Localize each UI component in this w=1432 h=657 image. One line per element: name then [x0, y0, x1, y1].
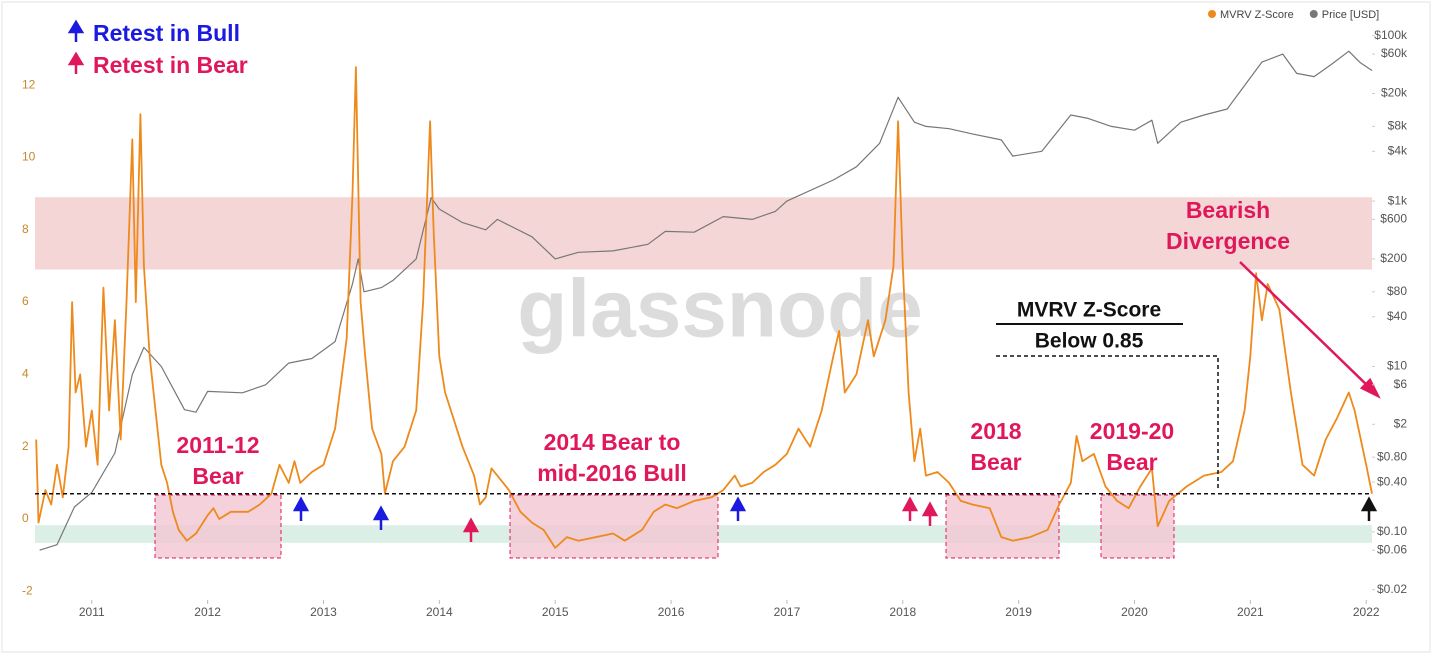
y2-tick-label: $0.10	[1377, 524, 1407, 538]
y2-tick-label: $40	[1387, 309, 1407, 323]
y-tick-label: -2	[22, 583, 33, 597]
y-tick-label: 8	[22, 222, 29, 236]
legend-label: MVRV Z-Score	[1220, 9, 1294, 21]
x-tick-label: 2021	[1237, 605, 1264, 619]
y2-tick-label: $0.40	[1377, 474, 1407, 488]
watermark: glassnode	[517, 264, 923, 355]
y-tick-label: 6	[22, 294, 29, 308]
annotation: Retest in Bull	[93, 20, 240, 46]
annotation: 2011-12	[176, 432, 259, 458]
y2-tick-label: $20k	[1381, 86, 1408, 100]
annotation: Bearish	[1186, 197, 1270, 223]
y-tick-label: 2	[22, 439, 29, 453]
x-tick-label: 2013	[310, 605, 337, 619]
bear-arrows	[67, 51, 1381, 542]
series-line	[35, 66, 1373, 549]
band	[35, 197, 1372, 270]
y2-tick-label: $2	[1394, 416, 1408, 430]
legend-label: Price [USD]	[1322, 9, 1379, 21]
series-line	[39, 50, 1373, 551]
y2-tick-label: $6	[1394, 377, 1408, 391]
callout-line	[996, 355, 1219, 488]
region	[1100, 494, 1175, 559]
x-tick-label: 2017	[774, 605, 801, 619]
legend-swatch	[1309, 10, 1318, 18]
annotation: Bear	[970, 449, 1021, 475]
annotation: Bear	[192, 463, 243, 489]
annotation: Bear	[1106, 449, 1157, 475]
x-tick-label: 2015	[542, 605, 569, 619]
y2-tick-label: $4k	[1388, 143, 1408, 157]
x-tick-label: 2020	[1121, 605, 1148, 619]
y-tick-label: 0	[22, 511, 29, 525]
x-tick-label: 2014	[426, 605, 453, 619]
bull-arrows	[67, 19, 747, 530]
annotation: MVRV Z-Score	[1017, 299, 1161, 322]
y2-tick-label: $0.06	[1377, 542, 1407, 556]
annotation: Retest in Bear	[93, 52, 248, 78]
y2-tick-label: $600	[1380, 212, 1407, 226]
x-tick-label: 2018	[889, 605, 916, 619]
y2-tick-label: $1k	[1388, 193, 1408, 207]
legend: MVRV Z-Score Price [USD]	[1208, 9, 1379, 21]
current-arrow	[1360, 496, 1378, 521]
arrows	[67, 19, 1381, 542]
y-tick-label: 4	[22, 367, 29, 381]
annotation: 2018	[970, 418, 1021, 444]
bear-regions	[154, 494, 1175, 559]
y2-tick-label: $0.80	[1377, 449, 1407, 463]
y-tick-label: 10	[22, 150, 36, 164]
legend-swatch	[1208, 10, 1216, 18]
x-tick-label: 2019	[1005, 605, 1032, 619]
y2-tick-label: $60k	[1381, 46, 1408, 60]
x-tick-label: 2012	[194, 605, 221, 619]
annotation: Below 0.85	[1035, 330, 1144, 353]
x-tick-label: 2011	[79, 605, 105, 619]
annotation: 2019-20	[1090, 418, 1174, 444]
y-tick-label: 12	[22, 77, 36, 91]
y2-tick-label: $80	[1387, 284, 1407, 298]
y2-tick-label: $100k	[1374, 28, 1408, 42]
plot	[35, 50, 1373, 551]
x-tick-label: 2022	[1353, 605, 1380, 619]
y2-tick-label: $200	[1380, 251, 1407, 265]
y2-tick-label: $8k	[1388, 119, 1408, 133]
annotation: Divergence	[1166, 228, 1290, 254]
annotation: 2014 Bear to	[544, 429, 681, 455]
region	[154, 494, 282, 559]
y2-tick-label: $0.02	[1377, 582, 1407, 596]
annotation: mid-2016 Bull	[537, 460, 687, 486]
x-tick-label: 2016	[658, 605, 685, 619]
y2-tick-label: $10	[1387, 359, 1407, 373]
region	[945, 494, 1060, 559]
